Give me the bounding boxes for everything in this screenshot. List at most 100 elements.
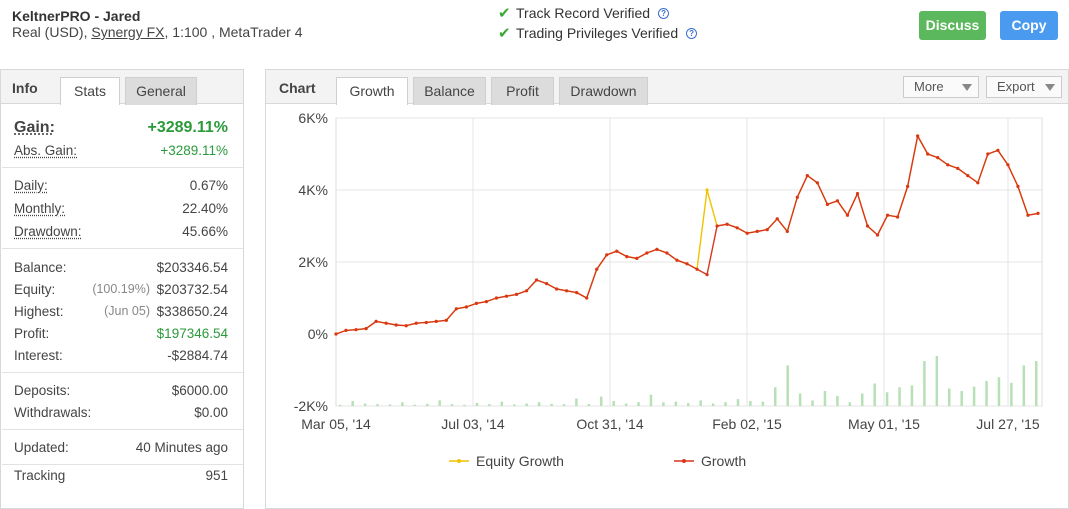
- interest-row: Interest: -$2884.74: [14, 348, 228, 366]
- growth-point: [484, 300, 489, 304]
- growth-point: [956, 166, 960, 170]
- tracking-value: 951: [205, 468, 228, 483]
- growth-point: [545, 282, 549, 286]
- y-tick-label: -2K%: [294, 398, 328, 414]
- volume-bar: [811, 400, 814, 406]
- highest-note: (Jun 05): [104, 304, 150, 318]
- highest-label: Highest:: [14, 304, 64, 319]
- growth-point: [1016, 184, 1020, 188]
- volume-bar: [711, 403, 715, 406]
- x-tick-label: Oct 31, '14: [576, 416, 643, 432]
- broker-link[interactable]: Synergy FX: [91, 24, 165, 40]
- y-tick-label: 4K%: [298, 182, 328, 198]
- growth-point: [825, 202, 830, 206]
- growth-point: [835, 199, 840, 203]
- volume-bar: [662, 402, 665, 406]
- volume-bar: [836, 396, 839, 406]
- legend-growth: Growth: [701, 453, 746, 469]
- growth-point: [354, 328, 358, 332]
- volume-bar: [339, 404, 342, 406]
- growth-point: [414, 321, 418, 325]
- withdrawals-label: Withdrawals:: [14, 405, 92, 420]
- help-icon[interactable]: ?: [658, 7, 670, 19]
- daily-label: Daily:: [14, 178, 48, 193]
- divider: [2, 429, 243, 430]
- growth-point: [815, 181, 819, 185]
- trading-privileges-label: Trading Privileges Verified: [516, 25, 679, 41]
- chevron-down-icon: [1045, 84, 1055, 91]
- copy-button[interactable]: Copy: [1000, 11, 1058, 40]
- account-leverage: , 1:100 , MetaTrader 4: [164, 24, 303, 40]
- growth-point: [434, 319, 438, 323]
- discuss-button[interactable]: Discuss: [919, 11, 986, 40]
- growth-point: [675, 258, 679, 262]
- volume-bar: [525, 403, 528, 406]
- growth-point: [695, 267, 699, 271]
- volume-bar: [898, 387, 901, 406]
- volume-bar: [1022, 365, 1026, 406]
- growth-point: [715, 224, 719, 228]
- info-tabbar: Info Stats General: [1, 70, 243, 105]
- track-record-verified: ✔ Track Record Verified ?: [498, 4, 670, 22]
- interest-label: Interest:: [14, 348, 63, 363]
- volume-bar: [960, 391, 963, 406]
- growth-chart[interactable]: 6K% 4K% 2K% 0% -2K% Mar 05, '14 Jul 03, '14 Oct…: [266, 70, 1068, 506]
- balance-label: Balance:: [14, 260, 67, 275]
- volume-bar: [438, 400, 441, 406]
- growth-point: [775, 217, 779, 221]
- growth-point: [875, 233, 880, 237]
- y-tick-label: 6K%: [298, 110, 328, 126]
- highest-value: $338650.24: [156, 304, 228, 319]
- equity-growth-line: [335, 133, 1039, 335]
- account-title: KeltnerPRO - Jared: [12, 8, 141, 24]
- tab-stats[interactable]: Stats: [60, 77, 120, 105]
- check-icon: ✔: [498, 5, 511, 22]
- volume-bar: [923, 361, 926, 406]
- growth-point: [595, 267, 599, 271]
- growth-point: [645, 251, 649, 255]
- chart-title: Chart: [279, 80, 316, 96]
- volume-bar: [612, 401, 615, 406]
- growth-point: [565, 289, 569, 293]
- deposits-label: Deposits:: [14, 383, 71, 398]
- volume-bar: [699, 400, 702, 406]
- growth-point: [936, 156, 940, 160]
- volume-bar: [600, 396, 603, 406]
- growth-point: [966, 174, 970, 178]
- equity-note: (100.19%): [92, 282, 150, 296]
- tab-balance[interactable]: Balance: [413, 77, 486, 105]
- growth-point: [555, 287, 559, 291]
- account-type: Real (USD),: [12, 24, 88, 40]
- account-subtitle: Real (USD), Synergy FX, 1:100 , MetaTrad…: [12, 24, 303, 40]
- abs-gain-label: Abs. Gain:: [14, 143, 78, 158]
- tab-general[interactable]: General: [125, 77, 197, 105]
- tab-drawdown[interactable]: Drawdown: [559, 77, 648, 105]
- track-record-label: Track Record Verified: [516, 5, 651, 21]
- withdrawals-row: Withdrawals: $0.00: [14, 405, 228, 423]
- growth-point: [725, 222, 729, 226]
- x-tick-label: May 01, '15: [848, 416, 920, 432]
- help-icon[interactable]: ?: [686, 27, 698, 39]
- volume-bar: [997, 377, 1001, 406]
- tab-growth[interactable]: Growth: [336, 77, 408, 105]
- volume-bar: [798, 393, 802, 406]
- volume-bar: [649, 394, 653, 406]
- volume-bar: [1010, 382, 1013, 406]
- export-dropdown[interactable]: Export: [986, 76, 1062, 98]
- updated-label: Updated:: [14, 440, 69, 455]
- growth-point: [615, 249, 619, 253]
- gain-row: Gain: +3289.11%: [14, 119, 228, 137]
- x-tick-label: Mar 05, '14: [301, 416, 371, 432]
- growth-point: [855, 192, 860, 196]
- daily-row: Daily: 0.67%: [14, 178, 228, 196]
- deposits-value: $6000.00: [171, 383, 228, 398]
- gain-value: +3289.11%: [147, 119, 228, 136]
- volume-bar: [550, 403, 553, 406]
- info-title: Info: [12, 80, 38, 96]
- legend-marker: [457, 459, 461, 463]
- volume-bar: [1035, 361, 1038, 406]
- tab-profit[interactable]: Profit: [491, 77, 554, 105]
- growth-point: [665, 251, 669, 255]
- growth-point: [946, 163, 950, 167]
- more-dropdown[interactable]: More: [903, 76, 979, 98]
